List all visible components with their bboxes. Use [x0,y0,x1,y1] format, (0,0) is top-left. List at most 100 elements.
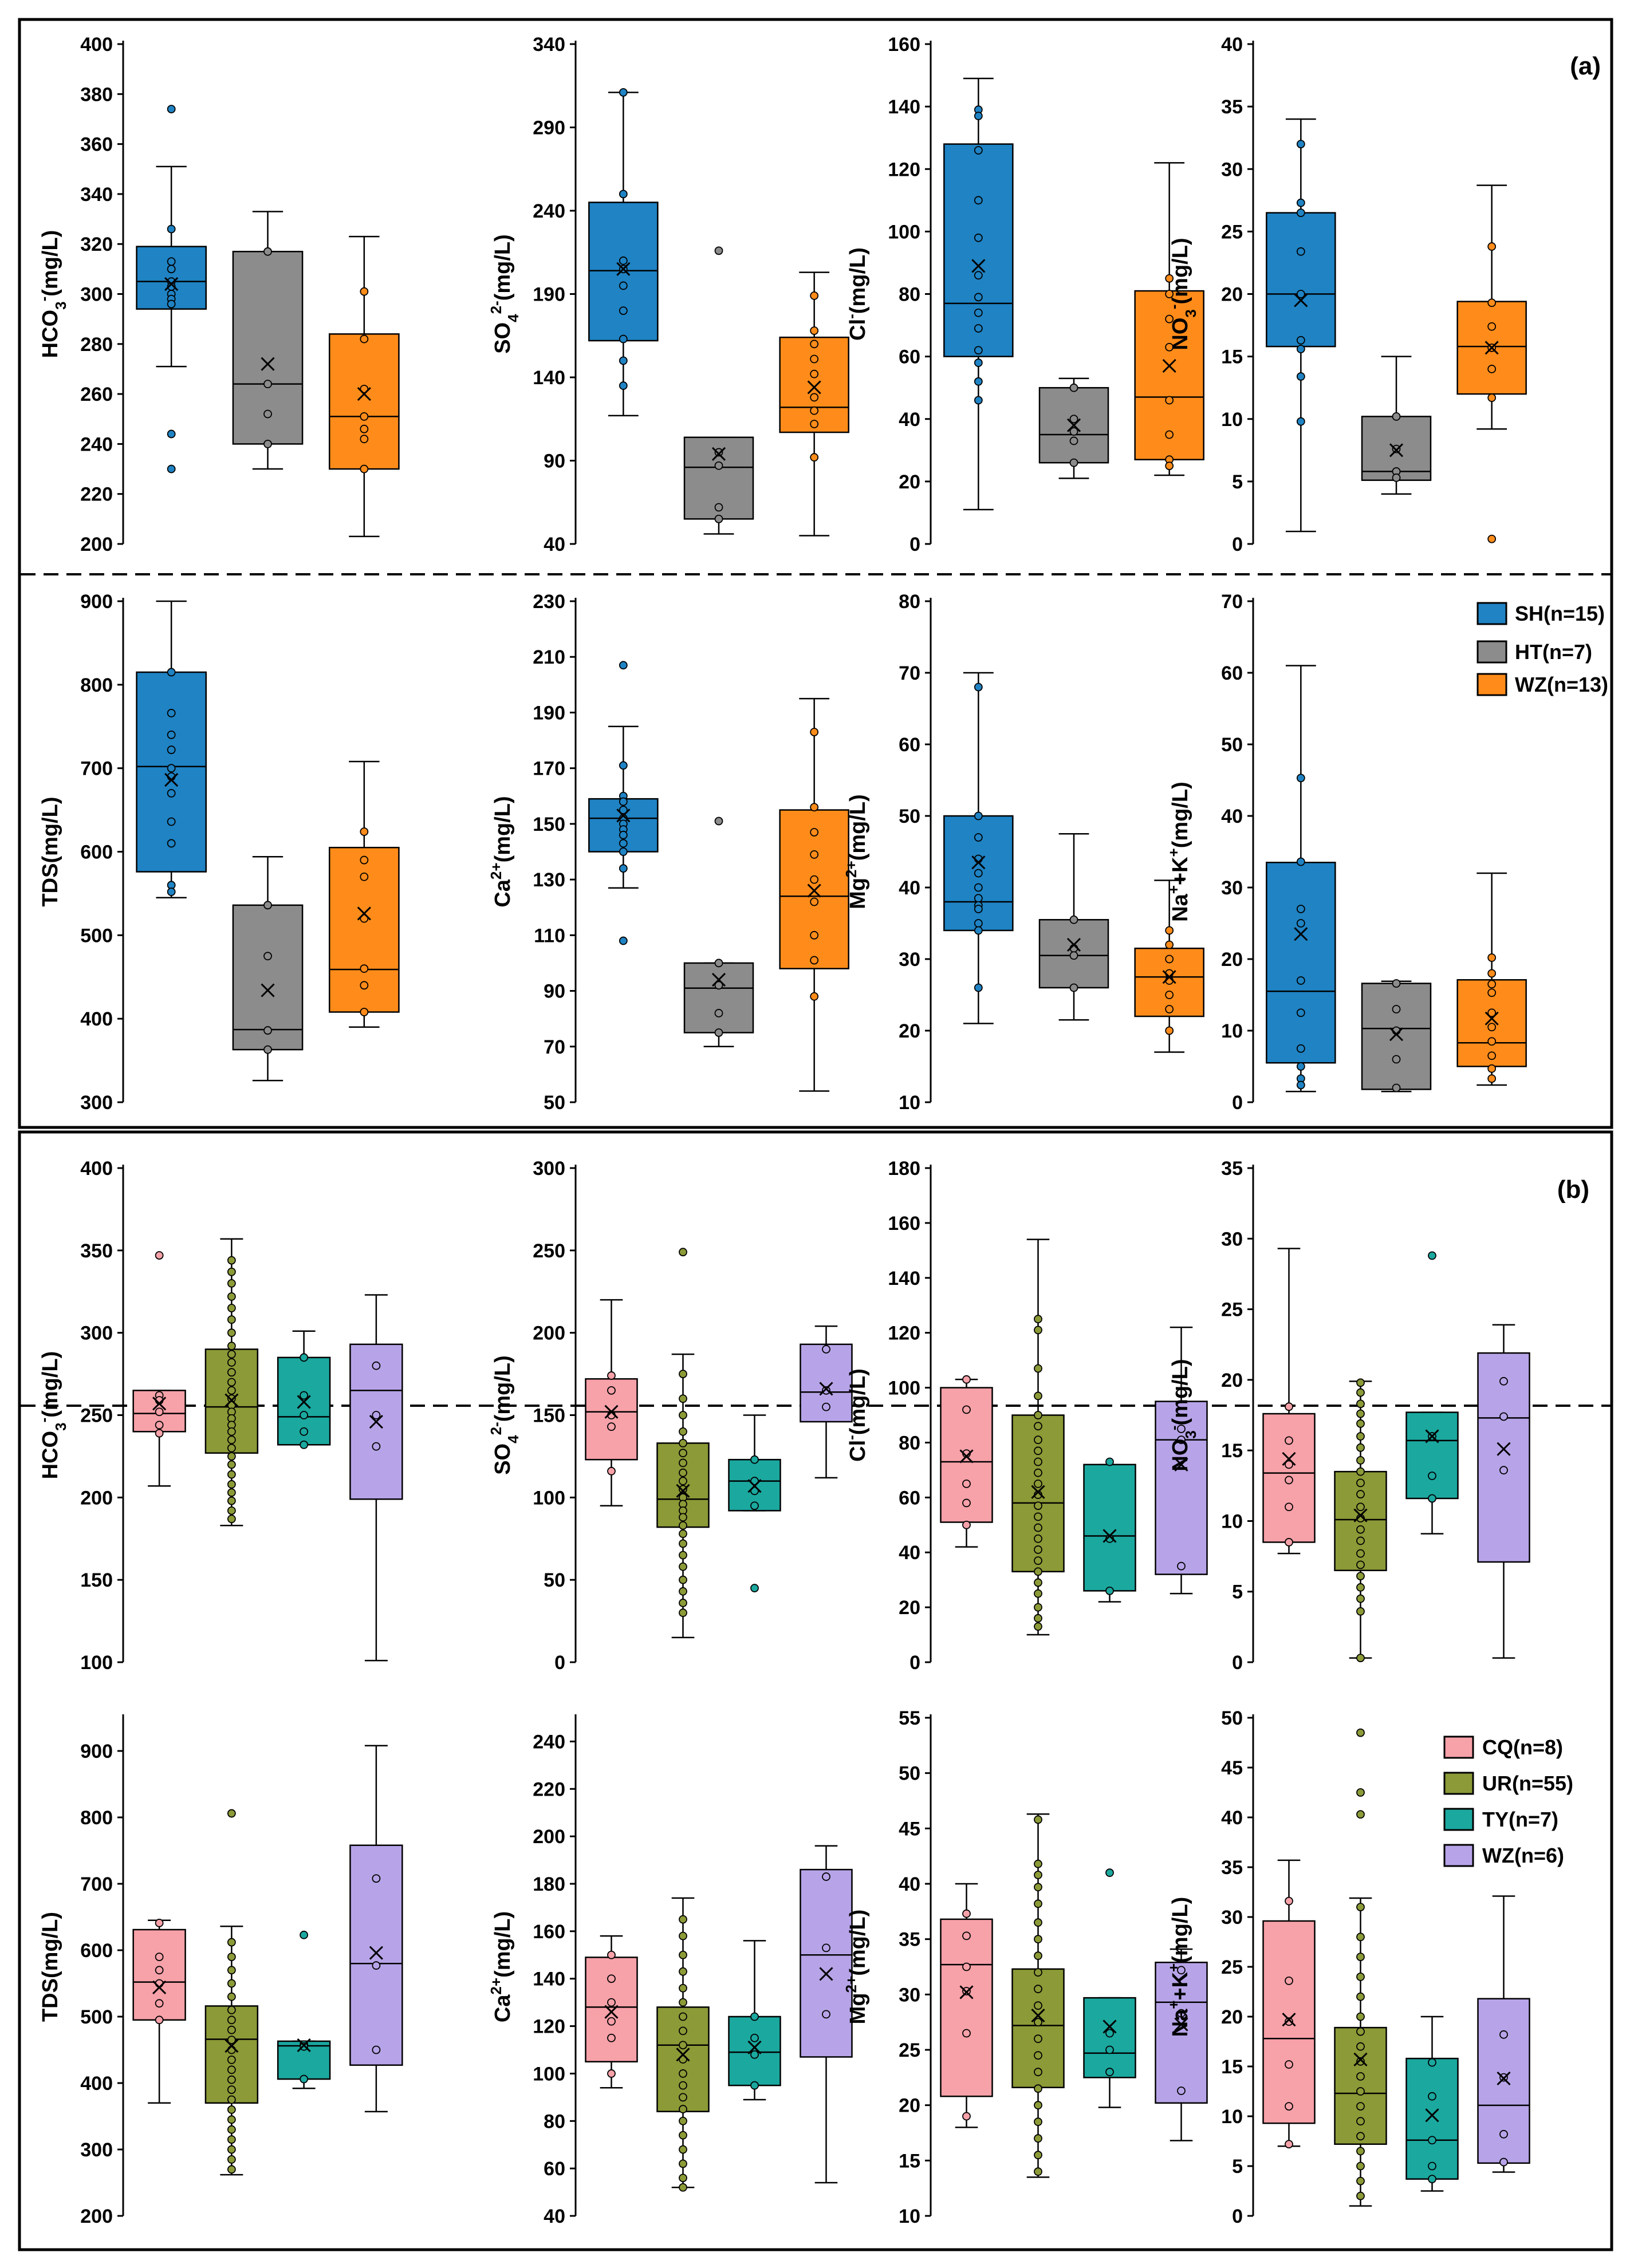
data-point [360,424,369,433]
data-point [1356,1654,1365,1663]
data-point [1428,1472,1436,1480]
box-group [1038,377,1109,479]
data-point [1356,1594,1365,1603]
mean-marker [616,808,631,823]
y-tick-label: 55 [899,1707,920,1729]
legend-b-text: TY(n=7) [1482,1808,1558,1831]
data-point [750,1455,759,1464]
data-point [227,2165,236,2174]
data-point [714,959,723,968]
y-tick-label: 200 [533,1826,565,1848]
mean-marker-stroke [971,259,986,273]
y-tick-label: 25 [899,2040,920,2061]
data-point [607,1422,616,1431]
mean-marker-stroke [164,277,179,291]
data-point [1356,2102,1365,2111]
box-group [349,1745,403,2113]
data-point [750,2033,759,2042]
y-tick-label: 120 [533,2016,565,2038]
data-point [1034,1567,1042,1576]
data-point [300,1391,309,1400]
data-point [962,1498,971,1508]
y-tick-label: 70 [899,662,920,684]
y-axis-label: Ca2+(mg/L) [487,796,515,907]
data-point [1356,1378,1365,1387]
mean-marker-stroke [357,387,371,401]
data-point [1356,1409,1365,1418]
data-point [974,196,983,205]
data-point [619,839,628,848]
data-point [1034,2084,1042,2093]
data-point [1034,1391,1042,1401]
mean-marker-stroke [959,1449,974,1464]
data-point [227,1452,236,1461]
data-point [227,1427,236,1436]
data-point [1499,1466,1508,1475]
data-point [167,709,176,717]
data-point [974,146,983,155]
data-point [1165,1005,1174,1013]
mean-marker [297,1395,311,1409]
data-point [372,1411,381,1419]
data-point [679,2159,687,2168]
y-tick-label: 170 [533,758,565,780]
mean-marker-stroke [1031,2009,1045,2023]
mean-marker-stroke [369,1414,383,1429]
data-point [1356,1932,1365,1942]
y-tick-label: 100 [533,2063,565,2085]
y-tick-label: 40 [1221,1807,1243,1829]
box-group [1477,1895,1530,2173]
data-point [714,1009,723,1017]
data-point [300,2042,309,2051]
box-group [328,235,400,538]
data-point [1034,2151,1042,2160]
mean-marker [1485,1011,1499,1025]
data-point [1487,1008,1497,1017]
mean-marker-stroke [616,808,631,823]
data-point [962,1962,971,1971]
mean-marker-stroke [1485,341,1499,355]
data-point [1285,1476,1293,1485]
data-point [810,875,819,884]
data-point [974,833,983,842]
data-point [607,2033,616,2042]
box-group [800,1325,853,1479]
y-tick-label: 25 [1221,221,1243,243]
data-point [619,936,628,945]
y-tick-label: 600 [80,842,113,863]
data-point [167,839,176,848]
mean-marker [971,259,986,273]
subplot-mg2-mg-l-: 10 20 30 40 50 60 70 80 Mg2+(mg/L) [842,591,1204,1114]
data-point [1356,1502,1365,1512]
mean-marker-stroke [1103,1529,1117,1543]
data-point [810,850,819,859]
data-point [167,668,176,677]
y-tick-label: 110 [534,925,565,946]
y-tick-label: 40 [1221,34,1243,56]
data-point [1034,1603,1042,1612]
legend-b-text: WZ(n=6) [1482,1844,1564,1867]
data-point [227,1328,236,1338]
data-point [974,346,983,355]
y-tick-label: 25 [1221,1957,1243,1978]
y-tick-label: 5 [1232,1581,1243,1603]
data-point [822,1345,830,1354]
data-point [1034,1935,1042,1944]
data-point [1177,1561,1186,1571]
y-tick-label: 0 [909,534,920,555]
data-point [810,291,819,300]
panel-a-frame [18,18,1613,1129]
data-point [227,1470,236,1479]
data-point [619,381,628,390]
data-point [1296,345,1305,353]
data-point [167,730,176,739]
mean-marker [297,2038,311,2052]
y-tick-label: 50 [544,1092,565,1114]
y-tick-label: 900 [80,591,113,613]
data-point [1356,2087,1365,2096]
data-point [227,1435,236,1445]
data-point [1034,1457,1042,1466]
legend-a-swatch [1476,640,1507,664]
data-point [227,1480,236,1489]
